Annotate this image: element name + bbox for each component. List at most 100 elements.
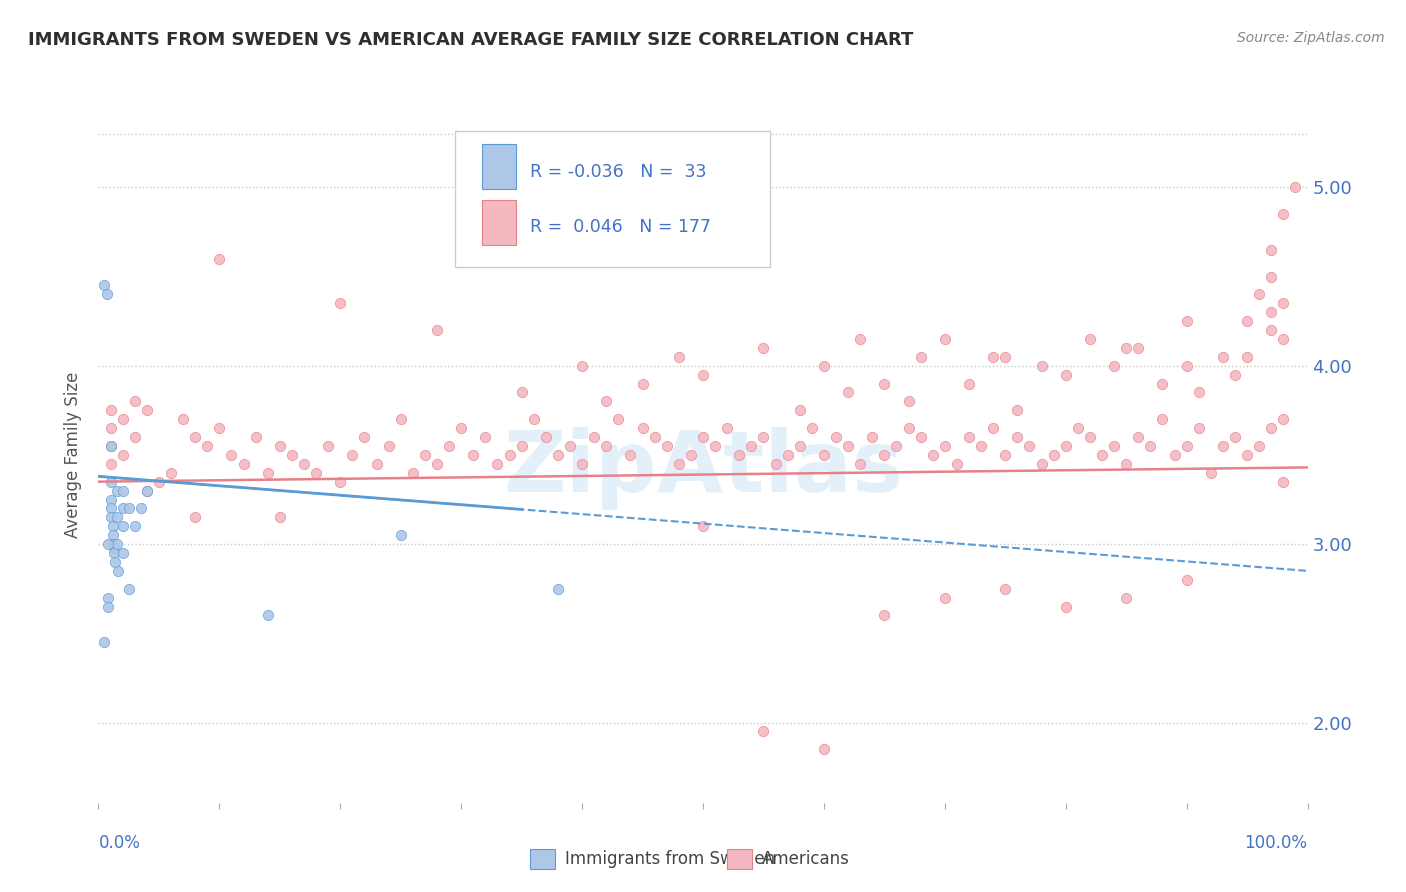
Point: [957, 430, 980, 444]
Point: [353, 430, 375, 444]
Point: [994, 350, 1017, 364]
Point: [124, 394, 146, 409]
Point: [221, 448, 243, 462]
Point: [1091, 448, 1114, 462]
Point: [946, 457, 969, 471]
Point: [1284, 180, 1306, 194]
Point: [100, 439, 122, 453]
Point: [111, 483, 134, 498]
Point: [1018, 439, 1040, 453]
Text: Americans: Americans: [762, 850, 849, 868]
FancyBboxPatch shape: [482, 201, 516, 245]
Point: [486, 457, 509, 471]
Point: [1260, 323, 1282, 337]
Point: [111, 501, 134, 516]
Point: [1078, 430, 1101, 444]
Point: [118, 582, 141, 596]
Point: [100, 439, 122, 453]
Text: IMMIGRANTS FROM SWEDEN VS AMERICAN AVERAGE FAMILY SIZE CORRELATION CHART: IMMIGRANTS FROM SWEDEN VS AMERICAN AVERA…: [28, 31, 914, 49]
Point: [595, 439, 617, 453]
Point: [1260, 421, 1282, 435]
Point: [1054, 439, 1077, 453]
Point: [316, 439, 339, 453]
Point: [1272, 332, 1295, 346]
Point: [873, 608, 896, 623]
Point: [1223, 430, 1246, 444]
Text: 0.0%: 0.0%: [98, 834, 141, 852]
Point: [1249, 439, 1271, 453]
Point: [184, 510, 207, 524]
Point: [765, 457, 787, 471]
Point: [981, 421, 1004, 435]
Point: [619, 448, 641, 462]
Point: [692, 519, 714, 533]
Point: [389, 528, 412, 542]
Point: [1260, 269, 1282, 284]
Point: [124, 519, 146, 533]
Point: [994, 582, 1017, 596]
Point: [813, 742, 835, 756]
Point: [957, 376, 980, 391]
Point: [934, 332, 956, 346]
Point: [837, 439, 859, 453]
Point: [607, 412, 630, 426]
Point: [305, 466, 328, 480]
Point: [105, 483, 128, 498]
Point: [1078, 332, 1101, 346]
Point: [101, 519, 124, 533]
Point: [1054, 599, 1077, 614]
Point: [728, 448, 751, 462]
Point: [107, 564, 129, 578]
Point: [100, 403, 122, 417]
Point: [402, 466, 425, 480]
Point: [195, 439, 218, 453]
Point: [342, 448, 364, 462]
Point: [463, 448, 485, 462]
Point: [547, 448, 569, 462]
Point: [571, 457, 593, 471]
Point: [100, 501, 122, 516]
Point: [329, 475, 352, 489]
Point: [910, 430, 932, 444]
Point: [160, 466, 183, 480]
Point: [523, 412, 546, 426]
Point: [1272, 296, 1295, 310]
Point: [1128, 430, 1150, 444]
Point: [1042, 448, 1064, 462]
Point: [655, 439, 678, 453]
Point: [692, 430, 714, 444]
Point: [668, 457, 690, 471]
Point: [1236, 314, 1258, 328]
Point: [103, 546, 125, 560]
Text: R = -0.036   N =  33: R = -0.036 N = 33: [530, 163, 707, 181]
Point: [104, 555, 127, 569]
Point: [1236, 448, 1258, 462]
Y-axis label: Average Family Size: Average Family Size: [65, 372, 83, 538]
Point: [118, 501, 141, 516]
Point: [100, 475, 122, 489]
Point: [1175, 359, 1198, 373]
Point: [547, 582, 569, 596]
Point: [1199, 466, 1222, 480]
Point: [1031, 457, 1053, 471]
Point: [97, 537, 120, 551]
Point: [1115, 457, 1137, 471]
Point: [450, 421, 472, 435]
Point: [849, 332, 872, 346]
Point: [111, 546, 134, 560]
Point: [1128, 341, 1150, 355]
Point: [970, 439, 993, 453]
Point: [1102, 439, 1125, 453]
Point: [124, 430, 146, 444]
Point: [208, 252, 231, 266]
Point: [1260, 305, 1282, 319]
Point: [510, 439, 533, 453]
Point: [1212, 439, 1234, 453]
Point: [111, 448, 134, 462]
Point: [1007, 430, 1029, 444]
Point: [96, 287, 118, 301]
Point: [897, 394, 920, 409]
Point: [1260, 243, 1282, 257]
Point: [1236, 350, 1258, 364]
Point: [860, 430, 883, 444]
